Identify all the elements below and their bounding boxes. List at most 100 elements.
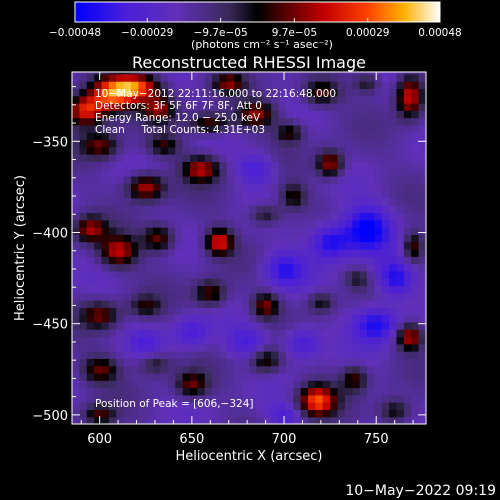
heatmap-cell <box>153 73 162 82</box>
heatmap-cell <box>249 307 257 316</box>
heatmap-cell <box>293 88 302 97</box>
heatmap-cell <box>138 95 147 104</box>
heatmap-cell <box>374 343 383 352</box>
heatmap-cell <box>359 394 368 403</box>
heatmap-cell <box>322 132 331 141</box>
heatmap-cell <box>418 161 426 170</box>
heatmap-cell <box>219 72 228 75</box>
heatmap-cell <box>160 212 169 221</box>
heatmap-cell <box>175 365 184 374</box>
heatmap-cell <box>219 88 228 97</box>
heatmap-cell <box>322 205 331 214</box>
heatmap-cell <box>293 190 302 199</box>
heatmap-cell <box>315 307 324 316</box>
heatmap-cell <box>234 343 243 352</box>
heatmap-cell <box>94 248 103 257</box>
heatmap-cell <box>344 358 353 367</box>
heatmap-cell <box>190 307 198 316</box>
heatmap-cell <box>108 270 117 279</box>
heatmap-cell <box>190 329 198 338</box>
heatmap-cell <box>197 212 206 221</box>
heatmap-cell <box>138 256 147 265</box>
heatmap-cell <box>367 132 375 141</box>
heatmap-cell <box>234 73 243 82</box>
heatmap-cell <box>204 227 213 235</box>
heatmap-cell <box>271 146 280 155</box>
heatmap-cell <box>263 321 272 330</box>
heatmap-cell <box>396 336 405 345</box>
heatmap-cell <box>256 154 265 162</box>
heatmap-cell <box>226 387 235 396</box>
heatmap-cell <box>153 117 162 126</box>
heatmap-cell <box>86 307 95 316</box>
heatmap-cell <box>116 88 125 97</box>
heatmap-cell <box>418 387 426 396</box>
heatmap-cell <box>219 263 228 272</box>
heatmap-cell <box>381 314 390 323</box>
heatmap-cell <box>123 205 132 214</box>
heatmap-cell <box>116 380 125 389</box>
heatmap-cell <box>285 212 294 221</box>
heatmap-cell <box>86 321 95 330</box>
heatmap-cell <box>226 292 235 301</box>
heatmap-cell <box>145 197 154 206</box>
heatmap-cell <box>411 241 420 250</box>
heatmap-cell <box>182 88 191 97</box>
heatmap-cell <box>219 351 228 359</box>
heatmap-cell <box>256 110 265 119</box>
heatmap-cell <box>86 175 95 184</box>
heatmap-cell <box>285 263 294 272</box>
heatmap-cell <box>418 263 426 272</box>
heatmap-cell <box>86 256 95 265</box>
heatmap-cell <box>344 241 353 250</box>
heatmap-cell <box>293 278 302 286</box>
heatmap-cell <box>204 329 213 338</box>
heatmap-cell <box>153 351 162 359</box>
heatmap-cell <box>131 139 139 148</box>
heatmap-cell <box>197 336 206 345</box>
heatmap-cell <box>403 110 412 119</box>
heatmap-cell <box>418 132 426 141</box>
heatmap-cell <box>256 365 265 374</box>
heatmap-cell <box>403 190 412 199</box>
heatmap-cell <box>182 365 191 374</box>
heatmap-cell <box>160 132 169 141</box>
heatmap-cell <box>256 314 265 323</box>
heatmap-cell <box>197 227 206 235</box>
heatmap-cell <box>72 299 80 308</box>
heatmap-cell <box>94 278 103 286</box>
heatmap-cell <box>116 103 125 111</box>
heatmap-cell <box>160 314 169 323</box>
heatmap-cell <box>212 81 221 90</box>
heatmap-cell <box>418 234 426 243</box>
heatmap-cell <box>131 88 139 97</box>
heatmap-cell <box>367 358 375 367</box>
heatmap-cell <box>293 409 302 418</box>
heatmap-cell <box>411 72 420 75</box>
heatmap-cell <box>153 248 162 257</box>
heatmap-cell <box>190 234 198 243</box>
heatmap-cell <box>396 263 405 272</box>
heatmap-cell <box>131 329 139 338</box>
heatmap-cell <box>389 72 398 75</box>
heatmap-cell <box>330 183 339 192</box>
heatmap-cell <box>204 336 213 345</box>
heatmap-cell <box>367 212 375 221</box>
heatmap-cell <box>204 387 213 396</box>
y-axis-ticks: −350−400−450−500 <box>32 86 426 424</box>
heatmap-cell <box>315 212 324 221</box>
heatmap-cell <box>315 270 324 279</box>
heatmap-cell <box>182 219 191 228</box>
heatmap-cell <box>79 263 88 272</box>
heatmap-cell <box>249 314 257 323</box>
heatmap-cell <box>131 409 139 418</box>
heatmap-cell <box>344 336 353 345</box>
heatmap-cell <box>308 409 316 418</box>
heatmap-cell <box>403 146 412 155</box>
heatmap-cell <box>131 117 139 126</box>
heatmap-cell <box>300 299 309 308</box>
heatmap-cell <box>315 234 324 243</box>
heatmap-cell <box>411 103 420 111</box>
heatmap-cell <box>256 161 265 170</box>
heatmap-cell <box>86 278 95 286</box>
